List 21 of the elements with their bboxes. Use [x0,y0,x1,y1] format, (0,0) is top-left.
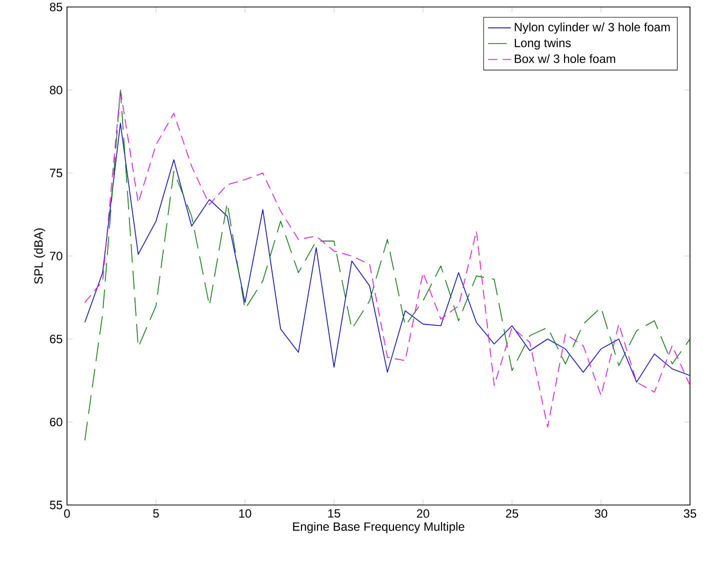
y-tick-label: 80 [50,86,62,94]
y-tick-label: 85 [50,2,62,12]
y-tick-label: 65 [50,334,62,344]
x-tick-label: 25 [506,509,518,518]
legend-label: Box w/ 3 hole foam [514,54,616,64]
y-tick-label: 60 [50,418,62,426]
x-tick-label: 20 [416,509,430,518]
legend-label: Nylon cylinder w/ 3 hole foam [514,22,670,34]
y-tick-label: 75 [50,168,62,178]
legend-label: Long twins [514,38,571,50]
x-tick-label: 15 [328,509,340,518]
x-tick-label: 10 [239,509,252,518]
y-tick-label: 55 [50,500,62,510]
x-tick-label: 0 [64,509,70,518]
x-tick-label: 35 [684,509,696,518]
y-axis-title: SPL (dBA) [34,228,46,284]
x-tick-label: 5 [153,509,159,518]
x-axis-title: Engine Base Frequency Multiple [293,522,464,534]
y-tick-label: 70 [50,252,62,260]
line-series [84,122,690,383]
x-tick-label: 30 [594,509,608,518]
